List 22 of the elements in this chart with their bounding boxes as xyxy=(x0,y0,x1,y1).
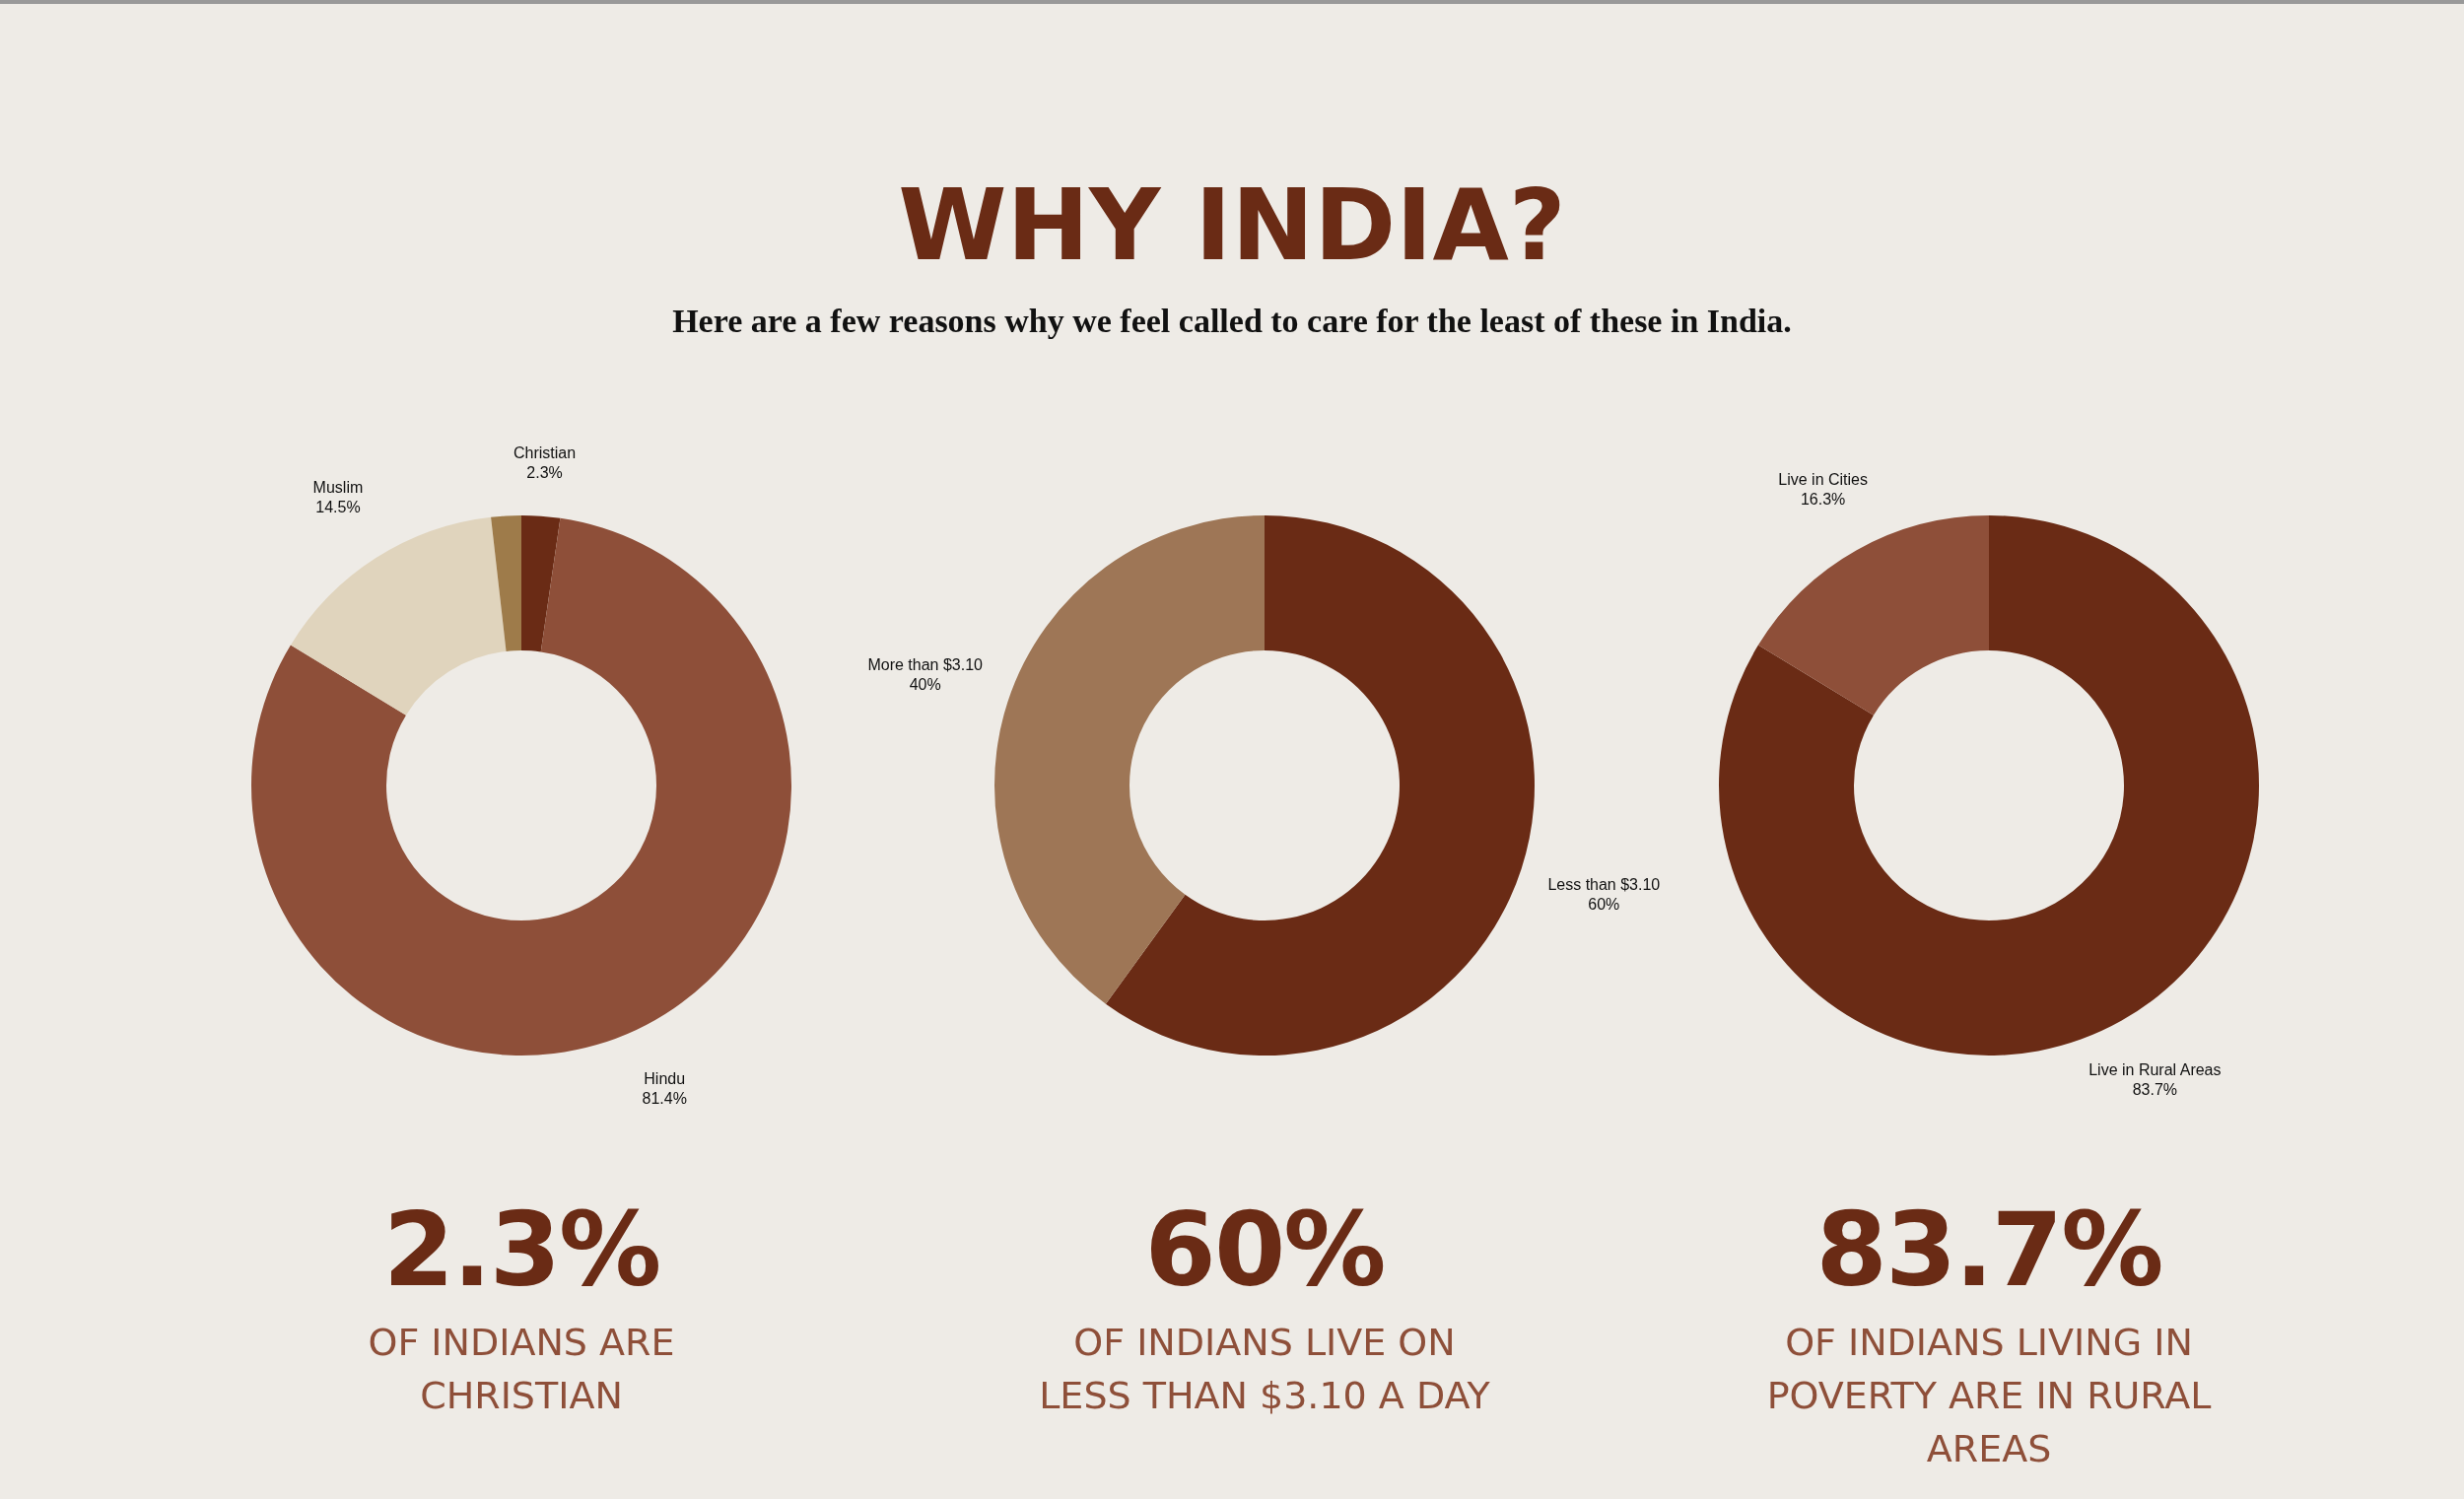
data-label: 83.7% xyxy=(2132,1080,2178,1098)
text: 83.7% xyxy=(1814,1190,2163,1310)
data-label: 14.5% xyxy=(315,499,361,516)
data-label: 60% xyxy=(1588,896,1620,914)
text: OF INDIANS ARE CHRISTIAN xyxy=(367,1320,676,1419)
text: OF INDIANS LIVING IN POVERTY ARE IN RURAL AREAS xyxy=(1765,1320,2213,1472)
slice-label: Christian xyxy=(513,444,577,462)
slice-label: Less than $3.10 xyxy=(1547,876,1661,894)
text: 2.3% xyxy=(381,1190,661,1310)
data-label: 40% xyxy=(909,675,941,693)
data-label: 81.4% xyxy=(642,1089,687,1107)
text: 60% xyxy=(1143,1190,1386,1310)
slice-label: Live in Rural Areas xyxy=(2088,1060,2222,1078)
slice-label: Hindu xyxy=(644,1069,686,1087)
slice-label: More than $3.10 xyxy=(867,655,984,673)
data-label: 2.3% xyxy=(526,464,563,482)
text: OF INDIANS LIVE ON LESS THAN $3.10 A DAY xyxy=(1038,1320,1491,1419)
chart-subtitle: Here are a few reasons why we feel called to care for the least of these in India. xyxy=(671,303,1793,340)
slice-label: Live in Cities xyxy=(1778,470,1868,488)
chart-title: WHY INDIA? xyxy=(897,168,1567,283)
data-label: 16.3% xyxy=(1800,490,1846,508)
slice-label: Muslim xyxy=(312,479,364,497)
